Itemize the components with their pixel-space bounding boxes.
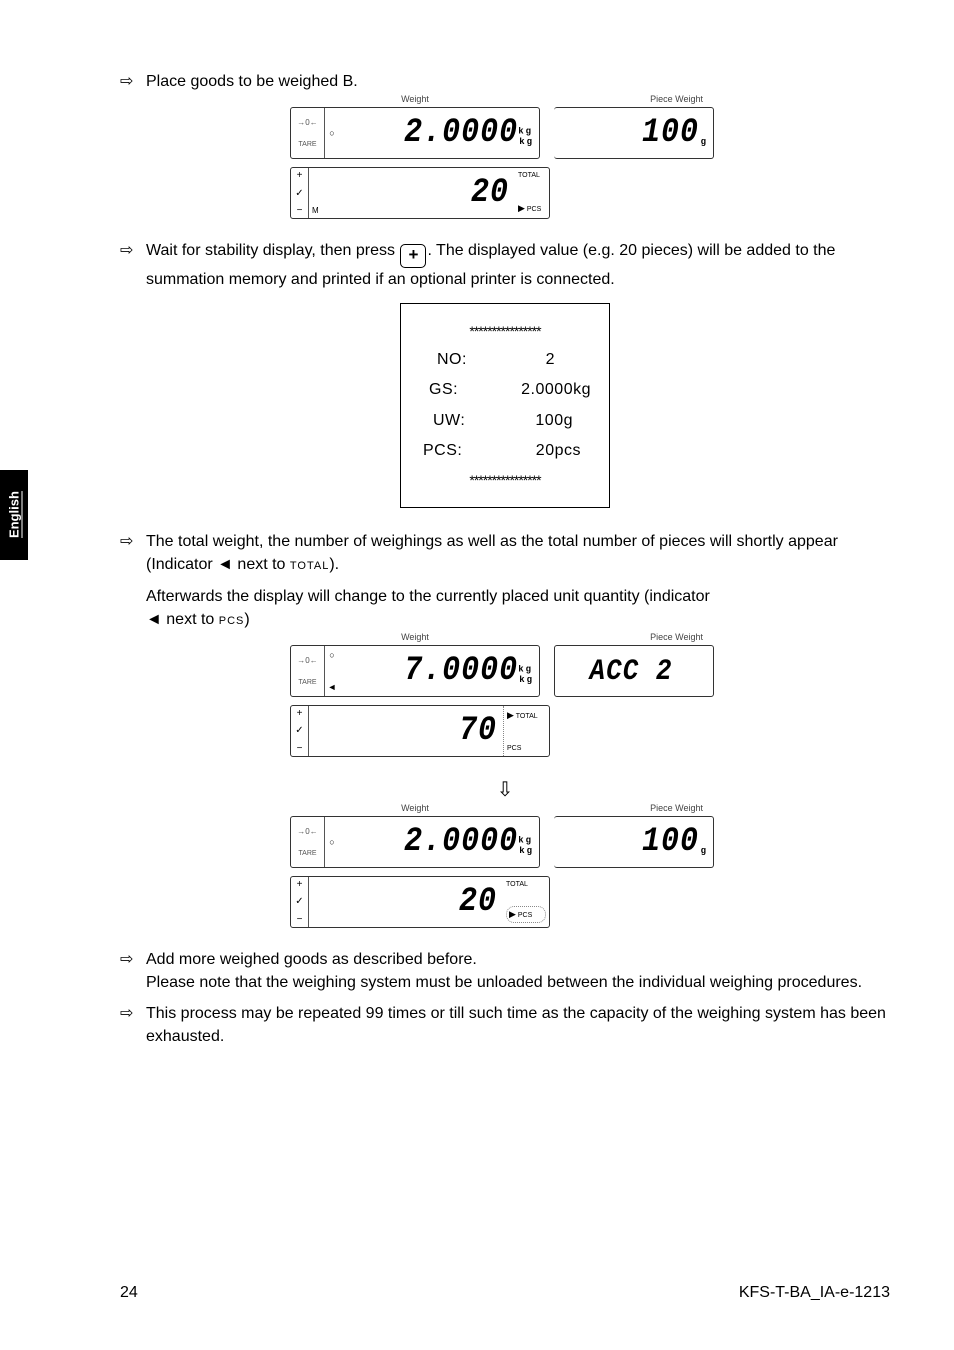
- piece-weight-label: Piece Weight: [650, 803, 703, 813]
- minus-icon: −: [291, 205, 308, 216]
- bullet-text: Place goods to be weighed B.: [146, 70, 890, 93]
- plus-icon: +: [291, 879, 308, 890]
- minus-icon: −: [291, 914, 308, 925]
- count-labels: TOTAL ▶ PCS: [515, 168, 549, 218]
- pm-column: + ✓ −: [291, 168, 309, 218]
- stable-icon: ○: [325, 128, 339, 138]
- lcd-weight-box: Weight →0← TARE ○ ◄ 7.0000kg kg: [290, 645, 540, 697]
- minus-icon: −: [291, 743, 308, 754]
- check-icon: ✓: [291, 896, 308, 907]
- lcd-weight-value: 2.0000kg kg: [339, 116, 539, 150]
- language-tab-label: English: [7, 492, 22, 539]
- receipt-row: GS:2.0000kg: [419, 375, 591, 405]
- bullet-text: Wait for stability display, then press +…: [146, 239, 890, 291]
- lcd-count-box: + ✓ − 20 TOTAL ▶ PCS: [290, 876, 550, 928]
- receipt-stars: ****************: [419, 467, 591, 494]
- bullet-text: The total weight, the number of weighing…: [146, 530, 890, 576]
- lcd-panel-2a: Weight →0← TARE ○ ◄ 7.0000kg kg Piece We…: [290, 645, 720, 757]
- m-label: M: [309, 206, 323, 218]
- lcd-status-col: →0← TARE: [291, 108, 325, 158]
- page-content: ⇨ Place goods to be weighed B. Weight →0…: [120, 70, 890, 1057]
- page-footer: 24 KFS-T-BA_IA-e-1213: [120, 1284, 890, 1302]
- lcd-status-col: →0← TARE: [291, 817, 325, 867]
- lcd-weight-box: Weight →0← TARE ○ 2.0000kg kg: [290, 107, 540, 159]
- lcd-weight-value: 2.0000kg kg: [339, 825, 539, 859]
- lcd-weight-value: 7.0000kg kg: [339, 654, 539, 688]
- bullet-arrow-icon: ⇨: [120, 239, 146, 291]
- lcd-count-value: 70: [309, 714, 503, 748]
- bullet-item: ⇨ Add more weighed goods as described be…: [120, 948, 890, 994]
- bullet-text: This process may be repeated 99 times or…: [146, 1002, 890, 1048]
- weight-label: Weight: [401, 94, 429, 104]
- bullet-text: Add more weighed goods as described befo…: [146, 948, 890, 994]
- lcd-count-box: + ✓ − M 20 TOTAL ▶ PCS: [290, 167, 550, 219]
- bullet-arrow-icon: ⇨: [120, 1002, 146, 1048]
- print-receipt: **************** NO:2 GS:2.0000kg UW:100…: [400, 303, 610, 508]
- count-labels: TOTAL ▶ PCS: [503, 877, 549, 927]
- receipt-row: PCS:20pcs: [419, 436, 591, 466]
- zero-icon: →0←: [291, 118, 324, 127]
- plus-icon: +: [291, 708, 308, 719]
- lcd-panel-2b: Weight →0← TARE ○ 2.0000kg kg Piece Weig…: [290, 816, 720, 928]
- check-icon: ✓: [291, 725, 308, 736]
- lcd-count-value: 20: [323, 176, 515, 210]
- pm-column: + ✓ −: [291, 706, 309, 756]
- indent-text: Afterwards the display will change to th…: [146, 585, 890, 631]
- doc-id: KFS-T-BA_IA-e-1213: [739, 1284, 890, 1302]
- bullet-item: ⇨ This process may be repeated 99 times …: [120, 1002, 890, 1048]
- lcd-piece-value: 100 g: [554, 825, 713, 859]
- language-tab: English: [0, 470, 28, 560]
- lcd-status-col: →0← TARE: [291, 646, 325, 696]
- lcd-count-box: + ✓ − 70 ▶ TOTAL PCS: [290, 705, 550, 757]
- weight-label: Weight: [401, 803, 429, 813]
- count-labels: ▶ TOTAL PCS: [503, 706, 549, 756]
- page-number: 24: [120, 1284, 138, 1302]
- lcd-piece-value: 100 g: [554, 116, 713, 150]
- bullet-item: ⇨ Place goods to be weighed B.: [120, 70, 890, 93]
- weight-label: Weight: [401, 632, 429, 642]
- piece-weight-label: Piece Weight: [650, 94, 703, 104]
- zero-icon: →0←: [291, 656, 324, 665]
- zero-icon: →0←: [291, 827, 324, 836]
- bullet-arrow-icon: ⇨: [120, 948, 146, 994]
- receipt-row: NO:2: [419, 345, 591, 375]
- bullet-arrow-icon: ⇨: [120, 70, 146, 93]
- tare-label: TARE: [291, 850, 324, 857]
- tare-label: TARE: [291, 141, 324, 148]
- stable-col: ○ ◄: [325, 646, 339, 696]
- lcd-piece-box: Piece Weight 100 g: [554, 107, 714, 159]
- plus-icon: +: [291, 170, 308, 181]
- receipt-stars: ****************: [419, 318, 591, 345]
- bullet-item: ⇨ Wait for stability display, then press…: [120, 239, 890, 291]
- pm-column: + ✓ −: [291, 877, 309, 927]
- lcd-panel-1: Weight →0← TARE ○ 2.0000kg kg Piece Weig…: [290, 107, 720, 219]
- piece-weight-label: Piece Weight: [650, 632, 703, 642]
- stable-icon: ○: [325, 837, 339, 847]
- tare-label: TARE: [291, 679, 324, 686]
- lcd-piece-box: Piece Weight 100 g: [554, 816, 714, 868]
- bullet-arrow-icon: ⇨: [120, 530, 146, 576]
- receipt-row: UW:100g: [419, 406, 591, 436]
- down-arrow-icon: ⇩: [120, 777, 890, 802]
- plus-key-icon: +: [400, 244, 426, 268]
- check-icon: ✓: [291, 188, 308, 199]
- lcd-count-value: 20: [309, 885, 503, 919]
- lcd-weight-box: Weight →0← TARE ○ 2.0000kg kg: [290, 816, 540, 868]
- bullet-item: ⇨ The total weight, the number of weighi…: [120, 530, 890, 576]
- lcd-piece-box: Piece Weight ACC 2: [554, 645, 714, 697]
- lcd-piece-value: ACC 2: [555, 656, 713, 686]
